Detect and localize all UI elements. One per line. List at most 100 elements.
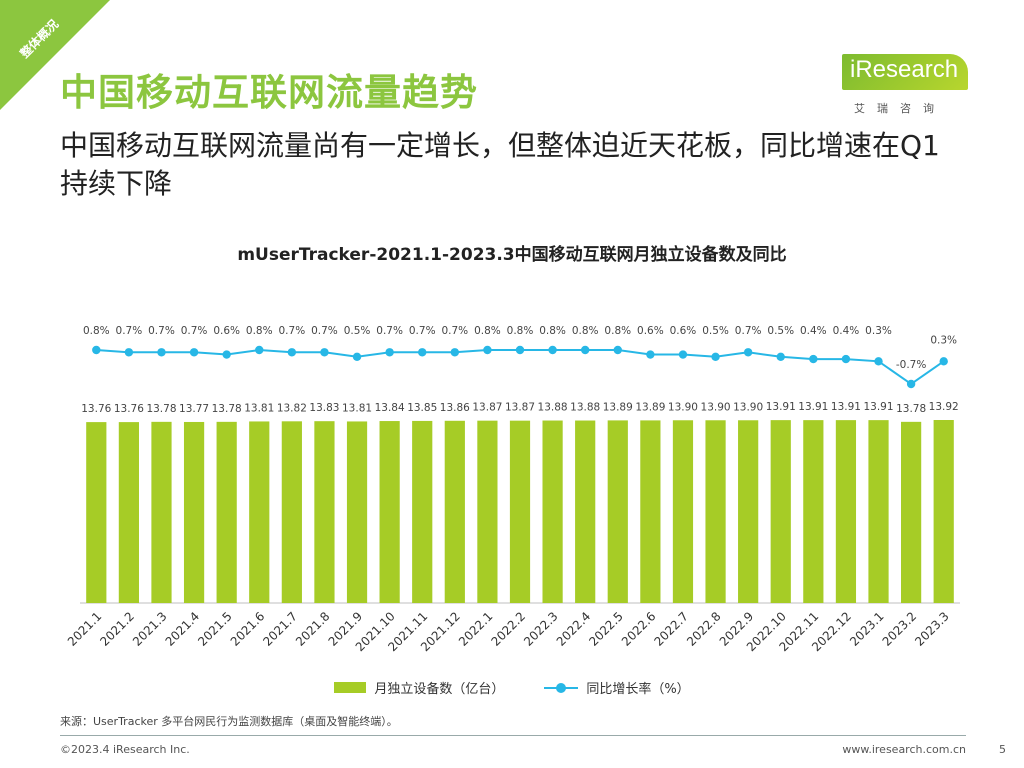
legend-label-line: 同比增长率（%） bbox=[586, 682, 690, 697]
bar bbox=[412, 420, 433, 603]
bar-value-label: 13.91 bbox=[831, 401, 861, 413]
line-value-label: 0.7% bbox=[181, 325, 208, 337]
line-point bbox=[189, 348, 199, 357]
line-point bbox=[548, 345, 557, 355]
bar-value-label: 13.89 bbox=[603, 401, 633, 413]
iresearch-logo: iResearch 艾瑞咨询 bbox=[842, 50, 972, 120]
line-value-label: 0.8% bbox=[572, 325, 599, 337]
line-point bbox=[287, 348, 297, 357]
line-value-label: 0.7% bbox=[735, 325, 762, 337]
line-point bbox=[515, 345, 525, 355]
line-point bbox=[222, 350, 231, 359]
line-point bbox=[157, 348, 166, 357]
line-value-label: 0.7% bbox=[441, 325, 468, 337]
bar-value-label: 13.91 bbox=[798, 401, 828, 413]
line-value-label: 0.5% bbox=[767, 325, 794, 337]
x-tick-label: 2023.3 bbox=[912, 609, 952, 649]
bar-value-label: 13.91 bbox=[863, 401, 893, 413]
line-value-label: 0.8% bbox=[539, 325, 566, 337]
bar-value-label: 13.91 bbox=[766, 401, 796, 413]
line-value-label: 0.5% bbox=[344, 325, 371, 337]
page-title: 中国移动互联网流量趋势 bbox=[60, 71, 478, 114]
bar bbox=[379, 421, 400, 603]
bar-value-label: 13.76 bbox=[114, 403, 144, 415]
line-point bbox=[320, 348, 329, 357]
x-tick-label: 2022.1 bbox=[456, 609, 496, 649]
line-point bbox=[711, 352, 720, 361]
bar-value-label: 13.87 bbox=[505, 402, 535, 414]
line-point bbox=[124, 348, 134, 357]
bar bbox=[249, 421, 270, 603]
bar-value-label: 13.85 bbox=[407, 402, 437, 414]
bar bbox=[803, 420, 824, 603]
bar-value-label: 13.88 bbox=[570, 402, 600, 414]
line-value-label: 0.8% bbox=[474, 325, 501, 337]
legend-line-swatch bbox=[544, 682, 579, 693]
bar bbox=[346, 421, 368, 603]
line-point bbox=[255, 345, 264, 355]
line-value-label: 0.7% bbox=[311, 325, 338, 337]
bar-value-label: 13.84 bbox=[375, 402, 405, 414]
footer-divider bbox=[60, 735, 966, 736]
bar bbox=[509, 420, 531, 603]
bar bbox=[86, 422, 107, 603]
x-tick-label: 2021.4 bbox=[163, 609, 203, 649]
bar bbox=[607, 420, 628, 603]
line-value-label: 0.6% bbox=[670, 325, 697, 337]
bar bbox=[281, 421, 302, 603]
bar-value-label: 13.90 bbox=[701, 401, 731, 413]
bar-value-label: 13.81 bbox=[244, 402, 274, 414]
line-value-label: 0.3% bbox=[865, 325, 892, 337]
line-point bbox=[92, 345, 101, 355]
line-value-label: 0.7% bbox=[376, 325, 403, 337]
line-point bbox=[906, 379, 916, 389]
x-tick-label: 2021.5 bbox=[195, 609, 235, 649]
bar bbox=[444, 420, 465, 603]
footer-copyright: ©2023.4 iResearch Inc. bbox=[60, 743, 190, 756]
bar bbox=[738, 420, 759, 603]
line-value-label: 0.3% bbox=[930, 334, 957, 346]
bar-value-label: 13.92 bbox=[929, 401, 959, 413]
line-value-label: 0.8% bbox=[604, 325, 631, 337]
bar-value-label: 13.78 bbox=[146, 403, 176, 415]
line-point bbox=[874, 357, 883, 366]
bar bbox=[216, 421, 237, 603]
line-value-label: 0.8% bbox=[246, 325, 273, 337]
bar bbox=[705, 420, 726, 603]
line-point bbox=[646, 350, 655, 359]
combo-chart: 13.76 13.76 13.78 13.77 13.78 13.81 13.82 13.83… bbox=[65, 325, 960, 654]
bar-value-label: 13.89 bbox=[635, 401, 665, 413]
logo-badge bbox=[842, 54, 968, 90]
x-tick-label: 2022.2 bbox=[489, 609, 529, 649]
x-tick-label: 2021.6 bbox=[228, 609, 268, 649]
line-value-label: 0.6% bbox=[637, 325, 664, 337]
bar-value-label: 13.78 bbox=[896, 403, 926, 415]
line-point bbox=[678, 350, 688, 359]
logo-subtext: 艾瑞咨询 bbox=[854, 102, 946, 115]
bar bbox=[183, 421, 205, 603]
bar-value-label: 13.86 bbox=[440, 402, 470, 414]
bar bbox=[575, 420, 596, 603]
line-value-label: 0.7% bbox=[409, 325, 436, 337]
x-tick-label: 2022.7 bbox=[651, 609, 691, 649]
line-point bbox=[841, 354, 851, 364]
bar-value-label: 13.81 bbox=[342, 402, 372, 414]
legend-item-line: 同比增长率（%） bbox=[544, 678, 690, 697]
line-value-label: 0.5% bbox=[702, 325, 729, 337]
line-value-label: 0.7% bbox=[148, 325, 175, 337]
bar-value-label: 13.76 bbox=[81, 403, 111, 415]
line-point bbox=[580, 345, 590, 355]
x-tick-label: 2021.8 bbox=[293, 609, 333, 649]
bar bbox=[542, 420, 563, 603]
line-point bbox=[613, 345, 622, 355]
bar-value-label: 13.83 bbox=[309, 402, 339, 414]
page-subtitle: 中国移动互联网流量尚有一定增长，但整体迫近天花板，同比增速在Q1持续下降 bbox=[60, 129, 940, 200]
chart-title: mUserTracker-2021.1-2023.3中国移动互联网月独立设备数及… bbox=[237, 245, 787, 265]
x-tick-label: 2021.1 bbox=[65, 609, 105, 649]
corner-triangle bbox=[0, 0, 110, 110]
line-point bbox=[809, 354, 818, 364]
legend-item-bar: 月独立设备数（亿台） bbox=[334, 678, 504, 697]
line-value-label: 0.7% bbox=[116, 325, 143, 337]
line-value-label: 0.8% bbox=[83, 325, 110, 337]
bar-value-label: 13.78 bbox=[212, 403, 242, 415]
